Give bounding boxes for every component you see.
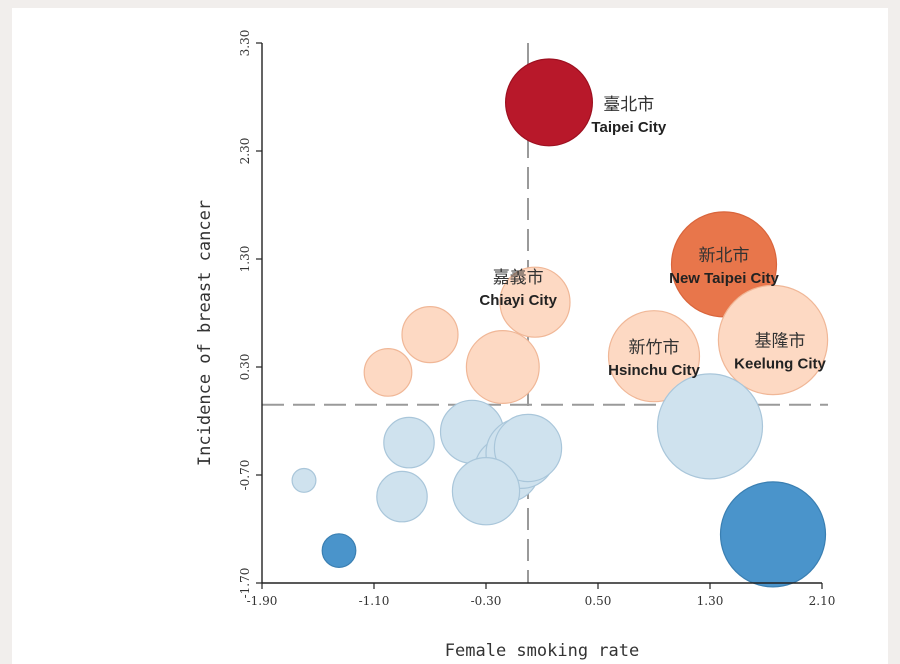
bubble-13 — [451, 457, 521, 526]
x-tick-label: 0.50 — [585, 594, 612, 608]
bubble-14 — [383, 416, 435, 469]
x-axis-title: Female smoking rate — [445, 641, 639, 661]
bubble-label-zh: 臺北市 — [603, 95, 654, 115]
bubble-16 — [291, 467, 317, 493]
bubble-4 — [499, 266, 571, 338]
bubble-label-zh: 新竹市 — [629, 338, 680, 358]
bubble-label-zh: 新北市 — [699, 246, 750, 266]
bubble-17 — [719, 481, 827, 588]
bubble-5 — [465, 330, 540, 405]
bubble-label-zh: 基隆市 — [755, 332, 806, 352]
bubble-label-zh: 嘉義市 — [493, 268, 544, 288]
bubble-0 — [505, 58, 594, 147]
bubbles — [291, 58, 829, 588]
bubble-label-en: Chiayi City — [479, 292, 557, 309]
bubble-3 — [607, 310, 701, 403]
x-tick-label: 1.30 — [697, 594, 724, 608]
bubble-15 — [376, 470, 428, 523]
x-tick-label: -0.30 — [471, 594, 502, 608]
bubble-label-en: New Taipei City — [669, 270, 779, 287]
y-tick-label: 1.30 — [238, 246, 252, 273]
y-tick-label: 3.30 — [238, 30, 252, 57]
x-tick-label: -1.10 — [359, 594, 390, 608]
y-tick-label: -1.70 — [238, 568, 252, 599]
bubble-8 — [656, 373, 764, 480]
y-tick-label: -0.70 — [238, 460, 252, 491]
bubble-18 — [321, 533, 357, 568]
bubble-2 — [717, 284, 829, 396]
ticks: -1.90 -1.10 -0.30 0.50 1.30 2.10 -1.70 -0.70 0.3… — [238, 30, 835, 608]
bubble-7 — [363, 348, 413, 397]
axes — [261, 43, 822, 584]
bubble-label-en: Keelung City — [734, 356, 826, 373]
chart-panel: -1.90 -1.10 -0.30 0.50 1.30 2.10 -1.70 -0.70 0.3… — [12, 8, 888, 664]
y-axis-title: Incidence of breast cancer — [195, 200, 215, 466]
y-tick-label: 2.30 — [238, 138, 252, 165]
x-tick-label: -1.90 — [247, 594, 278, 608]
bubble-chart: -1.90 -1.10 -0.30 0.50 1.30 2.10 -1.70 -0.70 0.3… — [195, 30, 835, 661]
y-tick-label: 0.30 — [238, 354, 252, 381]
bubble-6 — [401, 306, 459, 364]
x-tick-label: 2.10 — [809, 594, 836, 608]
bubble-label-en: Hsinchu City — [608, 362, 700, 379]
bubble-12 — [493, 413, 563, 483]
bubble-labels: 臺北市 Taipei City 新北市 New Taipei City 嘉義市 Chiay… — [479, 95, 826, 379]
bubble-label-en: Taipei City — [591, 119, 666, 136]
